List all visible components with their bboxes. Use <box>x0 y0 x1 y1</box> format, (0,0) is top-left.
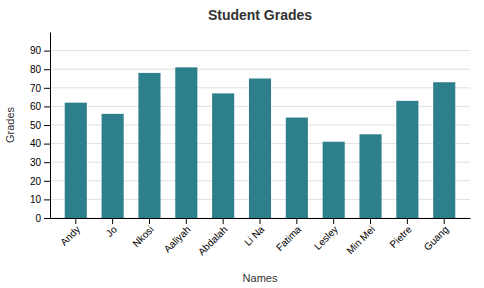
bar <box>138 73 160 218</box>
y-tick-label: 80 <box>30 64 42 75</box>
bar <box>249 79 271 219</box>
bar <box>396 101 418 218</box>
x-tick: Aaliyah <box>162 218 193 255</box>
x-tick-mark <box>149 218 150 224</box>
x-tick-mark <box>333 218 334 224</box>
y-tick-mark <box>44 199 50 200</box>
y-tick: 0 <box>35 213 50 224</box>
x-tick-mark <box>186 218 187 224</box>
y-tick-mark <box>44 181 50 182</box>
y-tick: 10 <box>30 194 50 205</box>
x-tick-label: Guang <box>422 224 451 253</box>
y-axis-line <box>50 33 51 219</box>
y-tick: 20 <box>30 176 50 187</box>
y-tick-mark <box>44 125 50 126</box>
y-tick-mark <box>44 106 50 107</box>
x-tick: Pietre <box>387 218 414 250</box>
x-tick: Abdalah <box>196 218 230 257</box>
chart-svg: 0 10 20 30 40 50 60 70 80 90 Andy Jo Nkosi AaliyahAbd… <box>0 0 484 288</box>
y-tick-mark <box>44 218 50 219</box>
bar <box>102 114 124 218</box>
x-tick-label: Aaliyah <box>162 224 193 255</box>
bar <box>175 67 197 218</box>
y-tick-label: 50 <box>30 120 42 131</box>
y-tick: 80 <box>30 64 50 75</box>
y-tick: 90 <box>30 45 50 56</box>
x-axis-title: Names <box>243 272 278 284</box>
y-tick: 60 <box>30 101 50 112</box>
y-tick-label: 70 <box>30 83 42 94</box>
x-tick-mark <box>444 218 445 224</box>
x-tick-mark <box>223 218 224 224</box>
x-tick-label: Lesley <box>312 224 340 252</box>
x-tick: Andy <box>58 218 82 248</box>
y-tick-label: 40 <box>30 138 42 149</box>
x-tick: Fatima <box>274 218 304 253</box>
x-tick-mark <box>370 218 371 224</box>
y-axis-title: Grades <box>4 106 16 143</box>
y-tick: 50 <box>30 120 50 131</box>
x-tick-mark <box>296 218 297 224</box>
y-tick: 30 <box>30 157 50 168</box>
x-tick-mark <box>112 218 113 224</box>
x-tick-mark <box>260 218 261 224</box>
bar <box>286 118 308 218</box>
grid-line <box>50 50 470 51</box>
x-tick: Lesley <box>312 218 340 252</box>
grid-line <box>50 69 470 70</box>
x-tick-label: Abdalah <box>196 224 230 258</box>
y-tick-mark <box>44 69 50 70</box>
x-tick-label: Min Mei <box>344 224 377 257</box>
x-tick-label: Nkosi <box>130 224 155 249</box>
title: Student Grades <box>208 7 312 23</box>
x-tick-label: Li Na <box>242 223 267 248</box>
x-tick-label: Jo <box>104 223 120 239</box>
chart-container: 0 10 20 30 40 50 60 70 80 90 Andy Jo Nkosi AaliyahAbd… <box>0 0 484 288</box>
y-tick-mark <box>44 51 50 52</box>
x-tick: Nkosi <box>130 218 155 249</box>
bar <box>433 82 455 218</box>
y-tick-label: 60 <box>30 101 42 112</box>
grid <box>50 51 470 218</box>
x-tick-label: Pietre <box>387 223 414 250</box>
y-tick-label: 0 <box>35 213 41 224</box>
bars <box>65 67 456 218</box>
x-tick-mark <box>75 218 76 224</box>
x-tick: Min Mei <box>344 218 377 256</box>
y-tick-mark <box>44 162 50 163</box>
y-tick-label: 30 <box>30 157 42 168</box>
x-tick: Guang <box>422 218 451 253</box>
y-axis: 0 10 20 30 40 50 60 70 80 90 <box>30 33 51 224</box>
x-tick-label: Andy <box>58 224 82 248</box>
x-tick-mark <box>407 218 408 224</box>
bar <box>65 103 87 218</box>
bar <box>212 93 234 218</box>
y-tick-label: 20 <box>30 176 42 187</box>
plot-area: 0 10 20 30 40 50 60 70 80 90 Andy Jo Nkosi AaliyahAbd… <box>30 33 471 258</box>
y-tick-label: 10 <box>30 194 42 205</box>
bar <box>323 142 345 218</box>
x-tick-label: Fatima <box>274 223 304 253</box>
y-tick-mark <box>44 144 50 145</box>
x-tick: Jo <box>104 218 120 239</box>
y-tick: 70 <box>30 83 50 94</box>
y-tick: 40 <box>30 138 50 149</box>
x-axis: Andy Jo Nkosi AaliyahAbdalah Li Na Fatima Lesl… <box>51 218 471 257</box>
y-tick-label: 90 <box>30 45 42 56</box>
x-tick: Li Na <box>242 218 267 248</box>
bar <box>359 134 381 218</box>
y-tick-mark <box>44 88 50 89</box>
